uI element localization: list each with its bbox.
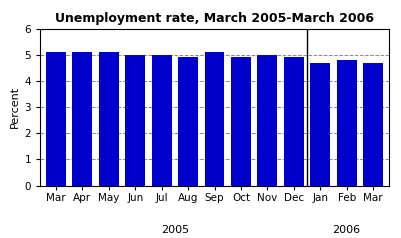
Bar — [126, 55, 145, 186]
Text: 2006: 2006 — [332, 224, 361, 234]
Bar — [310, 63, 330, 186]
Bar — [99, 52, 119, 186]
Bar — [363, 63, 383, 186]
Title: Unemployment rate, March 2005-March 2006: Unemployment rate, March 2005-March 2006 — [55, 12, 374, 25]
Bar — [46, 52, 66, 186]
Bar — [257, 55, 277, 186]
Bar — [205, 52, 225, 186]
Bar — [178, 57, 198, 186]
Y-axis label: Percent: Percent — [10, 86, 20, 128]
Text: 2005: 2005 — [161, 224, 189, 234]
Bar — [337, 60, 356, 186]
Bar — [152, 55, 172, 186]
Bar — [231, 57, 251, 186]
Bar — [284, 57, 304, 186]
Bar — [73, 52, 92, 186]
